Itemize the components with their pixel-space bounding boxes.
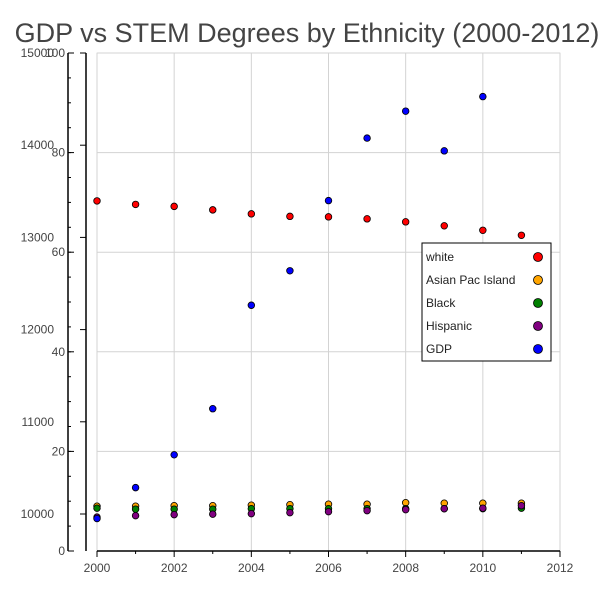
x-tick-label: 2012 <box>547 561 574 575</box>
legend-label: white <box>425 250 454 264</box>
legend-label: Hispanic <box>426 319 472 333</box>
data-point-hispanic <box>517 501 526 510</box>
data-point-gdp <box>286 267 294 275</box>
data-point-white <box>247 210 256 218</box>
data-point-gdp <box>131 483 140 492</box>
data-point-gdp <box>93 514 101 523</box>
data-point-white <box>209 206 217 214</box>
data-point-hispanic <box>401 505 410 514</box>
data-point-white <box>440 222 448 230</box>
x-tick-label: 2006 <box>315 561 342 575</box>
data-point-white <box>479 226 487 234</box>
legend-marker <box>533 275 543 285</box>
data-point-hispanic <box>170 510 178 519</box>
data-point-hispanic <box>247 509 256 518</box>
data-point-white <box>93 197 101 205</box>
data-point-gdp <box>440 147 448 155</box>
data-point-white <box>517 231 526 239</box>
data-point-white <box>170 202 178 211</box>
left-tick-label: 60 <box>52 245 66 259</box>
x-tick-label: 2000 <box>84 561 111 575</box>
data-point-gdp <box>479 92 487 101</box>
data-point-hispanic <box>479 504 487 512</box>
data-point-hispanic <box>363 506 371 515</box>
legend-marker <box>533 321 543 331</box>
legend-marker <box>533 298 543 308</box>
gdp-tick-label: 15000 <box>21 46 55 60</box>
legend-box <box>421 242 552 362</box>
data-point-gdp <box>324 196 333 205</box>
data-point-hispanic <box>209 510 217 518</box>
x-tick-label: 2008 <box>392 561 419 575</box>
data-point-gdp <box>247 301 256 309</box>
data-point-white <box>401 218 410 226</box>
legend-marker <box>533 344 543 354</box>
legend-label: Black <box>426 296 456 310</box>
legend-marker <box>533 252 543 262</box>
gdp-tick-label: 10000 <box>21 507 55 521</box>
data-point-black <box>131 505 140 513</box>
data-point-gdp <box>170 451 178 459</box>
x-tick-label: 2004 <box>238 561 265 575</box>
left-tick-label: 0 <box>58 544 65 558</box>
data-point-white <box>363 215 371 223</box>
legend-label: GDP <box>426 342 452 356</box>
chart-title: GDP vs STEM Degrees by Ethnicity (2000-2… <box>14 18 600 48</box>
data-point-hispanic <box>286 508 294 517</box>
data-point-white <box>324 213 333 221</box>
data-point-white <box>286 212 294 221</box>
gdp-tick-label: 11000 <box>22 415 55 429</box>
x-tick-label: 2002 <box>161 561 188 575</box>
left-tick-label: 80 <box>52 146 66 160</box>
gdp-tick-label: 13000 <box>21 230 55 244</box>
left-tick-label: 100 <box>45 46 65 60</box>
left-tick-label: 20 <box>52 444 66 458</box>
data-point-gdp <box>363 134 371 142</box>
x-tick-label: 2010 <box>469 561 496 575</box>
data-point-hispanic <box>324 507 333 516</box>
data-point-gdp <box>209 405 217 413</box>
gdp-tick-label: 12000 <box>21 323 55 337</box>
data-point-hispanic <box>440 504 448 513</box>
gdp-tick-label: 14000 <box>21 138 55 152</box>
data-point-hispanic <box>131 511 140 520</box>
data-point-black <box>93 504 101 512</box>
left-tick-label: 40 <box>52 345 66 359</box>
data-point-white <box>131 200 140 209</box>
legend-label: Asian Pac Island <box>426 273 515 287</box>
data-point-gdp <box>401 107 410 115</box>
